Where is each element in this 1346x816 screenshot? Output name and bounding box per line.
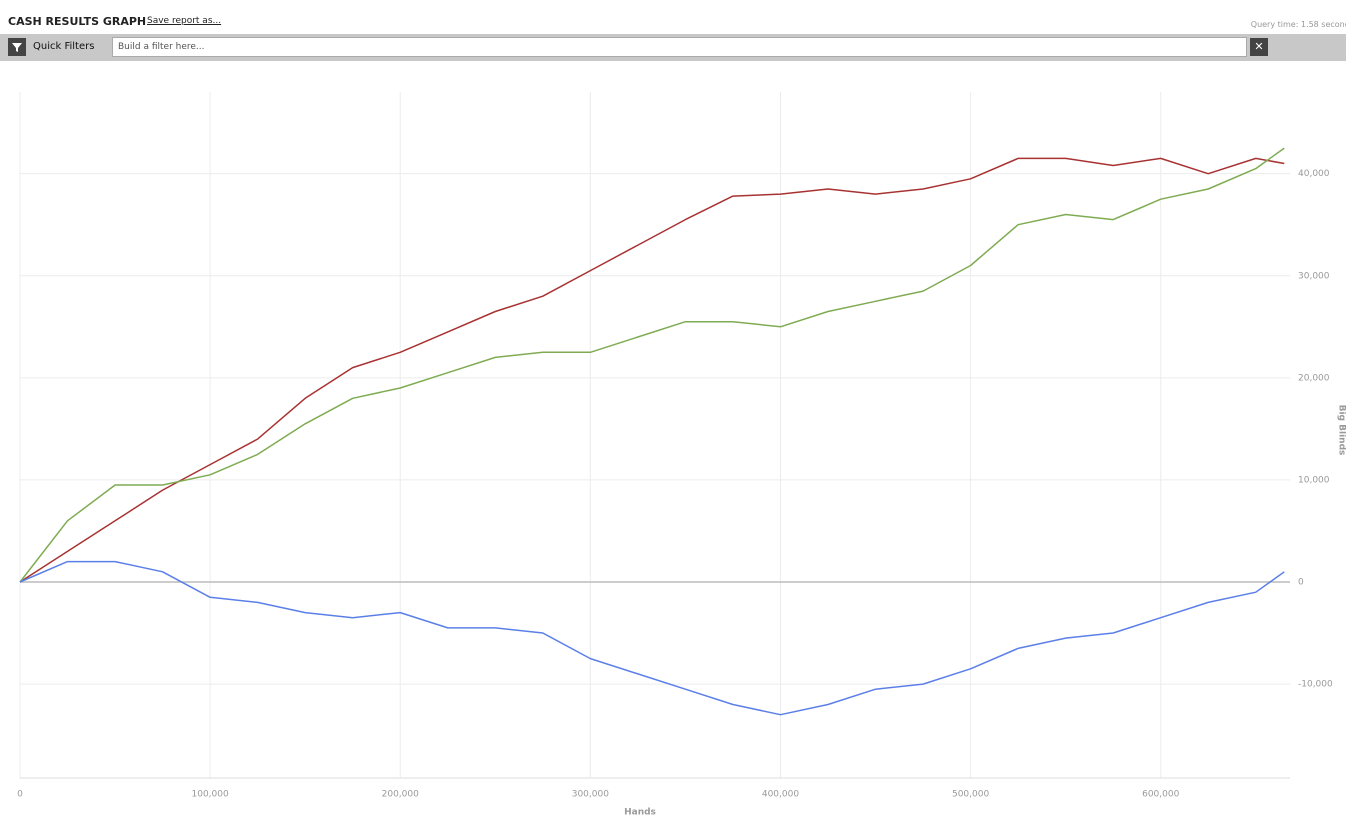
- plot-background: [0, 72, 1346, 816]
- series-line: [19, 157, 1285, 583]
- x-tick-label: 600,000: [1142, 790, 1179, 800]
- series-line: [19, 147, 1285, 583]
- y-axis-label: Big Blinds: [1337, 405, 1346, 456]
- clear-button[interactable]: ✕: [1250, 38, 1268, 56]
- query-time: Query time: 1.58 seconds: [1250, 20, 1346, 29]
- report-title: CASH RESULTS GRAPH: [8, 15, 147, 28]
- x-tick-label: 200,000: [382, 790, 419, 800]
- x-axis-label: Hands: [624, 808, 656, 816]
- y-tick-label: 0: [1298, 578, 1304, 588]
- x-tick-label: 0: [17, 790, 23, 800]
- x-tick-label: 400,000: [762, 790, 799, 800]
- y-tick-label: 10,000: [1298, 475, 1330, 485]
- y-tick-label: 40,000: [1298, 169, 1330, 179]
- x-tick-label: 100,000: [192, 790, 229, 800]
- filter-label: Quick Filters: [33, 41, 95, 52]
- save-link[interactable]: Save report as...: [147, 16, 222, 26]
- x-tick-label: 300,000: [572, 790, 609, 800]
- x-tick-label: 500,000: [952, 790, 989, 800]
- y-tick-label: 20,000: [1298, 373, 1330, 383]
- filter-icon[interactable]: [8, 38, 26, 56]
- y-tick-label: 30,000: [1298, 271, 1330, 281]
- filter-input[interactable]: Build a filter here...: [112, 37, 1247, 57]
- series-line: [19, 560, 1285, 716]
- y-tick-label: -10,000: [1298, 680, 1333, 690]
